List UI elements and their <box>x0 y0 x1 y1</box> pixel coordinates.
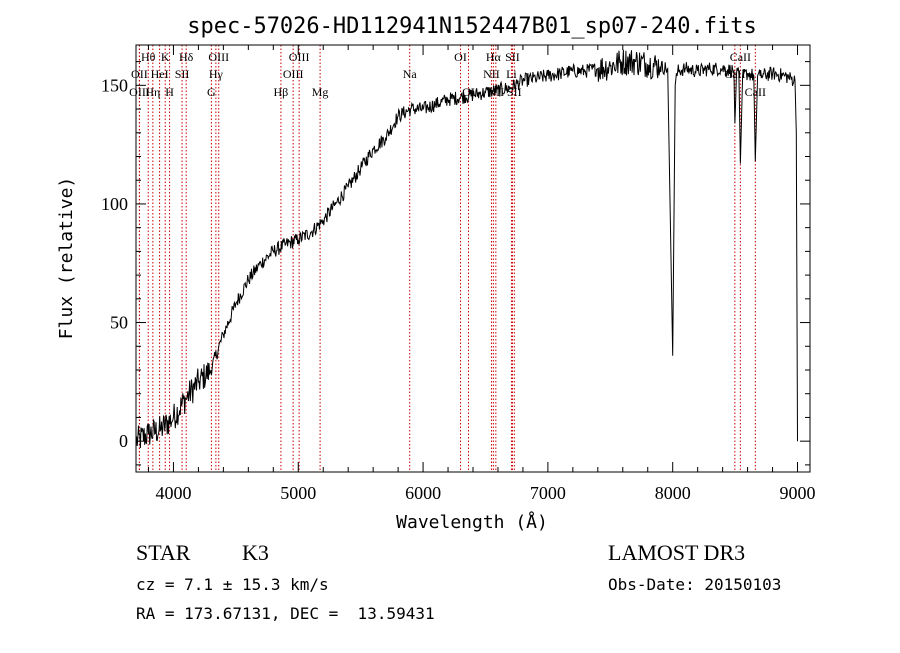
spectral-line-label: Li <box>506 67 517 81</box>
spectral-line-label: H <box>165 85 174 99</box>
spectral-line-label: K <box>161 50 170 64</box>
spectral-line-label: Mg <box>312 85 329 99</box>
spectral-line-label: OIII <box>283 67 304 81</box>
x-tick-label: 6000 <box>405 483 441 503</box>
y-tick-label: 50 <box>110 313 128 333</box>
object-class: STAR <box>136 540 191 565</box>
spectral-line-label: OIII <box>289 50 310 64</box>
y-tick-label: 0 <box>119 431 128 451</box>
x-tick-label: 5000 <box>280 483 316 503</box>
spectral-line-label: OI <box>454 50 467 64</box>
x-tick-label: 7000 <box>530 483 566 503</box>
spectral-line-label: HeI <box>151 67 169 81</box>
series-line-spectrum <box>135 49 798 449</box>
series-layer <box>135 49 798 449</box>
y-tick-label: 150 <box>101 75 128 95</box>
ticks-layer: 4000 5000 6000 7000 8000 9000 0 50 100 150 <box>101 45 816 503</box>
spectral-line-label: NII <box>483 67 500 81</box>
x-tick-label: 8000 <box>655 483 691 503</box>
x-tick-label: 9000 <box>780 483 816 503</box>
spectral-line-label: Hη <box>145 85 160 99</box>
spectral-line-label: G <box>207 85 216 99</box>
redshift-velocity: cz = 7.1 ± 15.3 km/s <box>136 575 329 594</box>
spectral-line-label: Hθ <box>141 50 156 64</box>
spectral-line-label: SII <box>175 67 190 81</box>
spectral-line-label: SII <box>507 85 522 99</box>
spectral-line-label: OII <box>131 67 148 81</box>
spectral-line-label: SII <box>505 50 520 64</box>
spectral-line-label: CaII <box>730 50 751 64</box>
chart-title: spec-57026-HD112941N152447B01_sp07-240.f… <box>187 14 757 39</box>
spectral-lines-layer <box>138 45 756 472</box>
survey-name: LAMOST DR3 <box>608 540 746 565</box>
spectral-line-label: Hα <box>486 50 502 64</box>
observation-date: Obs-Date: 20150103 <box>608 575 782 594</box>
coordinates: RA = 173.67131, DEC = 13.59431 <box>136 604 435 623</box>
y-tick-label: 100 <box>101 194 128 214</box>
spectral-line-label: CaII <box>745 85 766 99</box>
x-tick-label: 4000 <box>155 483 191 503</box>
spectral-line-label: Hδ <box>179 50 194 64</box>
spectral-line-label: Hβ <box>274 85 289 99</box>
spectral-line-label: OIII <box>129 85 150 99</box>
spectral-line-label: OIII <box>208 50 229 64</box>
spectral-line-label: Na <box>403 67 418 81</box>
object-subclass: K3 <box>242 540 269 565</box>
spectral-line-label: Hγ <box>209 67 224 81</box>
plot-frame <box>135 44 811 473</box>
x-axis-label: Wavelength (Å) <box>396 511 548 533</box>
y-axis-label: Flux (relative) <box>56 177 77 340</box>
